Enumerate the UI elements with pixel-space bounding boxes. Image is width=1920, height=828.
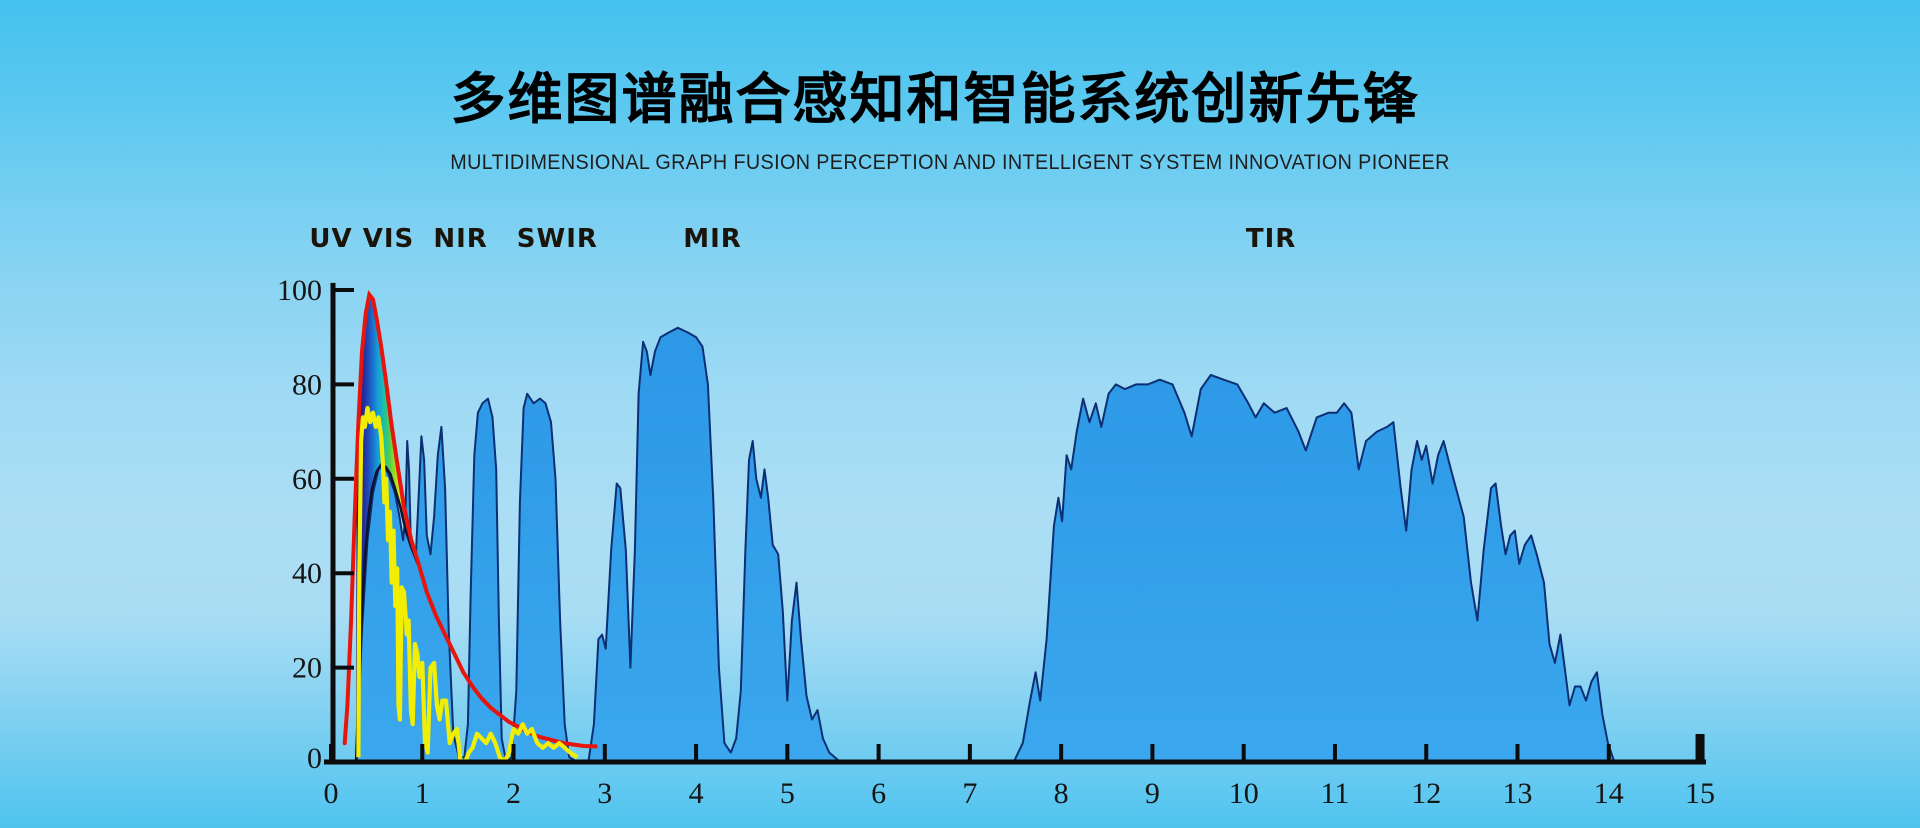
x-tick-label: 7: [962, 777, 977, 810]
band-label-nir: NIR: [433, 224, 488, 254]
series-atmospheric-transmission: [355, 326, 1701, 763]
y-tick-label: 20: [292, 652, 322, 685]
x-tick-label: 0: [324, 777, 339, 810]
y-tick-label: 0: [307, 742, 322, 775]
band-label-swir: SWIR: [516, 224, 598, 254]
y-tick-label: 100: [277, 274, 322, 307]
y-tick-label: 80: [292, 368, 322, 401]
x-tick-label: 9: [1145, 777, 1160, 810]
band-label-vis: VIS: [362, 224, 415, 254]
x-tick-label: 11: [1321, 777, 1350, 810]
series-blackbody-envelope: [342, 290, 598, 749]
band-label-mir: MIR: [683, 224, 742, 254]
x-tick-label: 10: [1229, 777, 1259, 810]
series-surface-irradiance: [356, 405, 579, 765]
y-tick-label: 40: [292, 557, 322, 590]
page-title: 多维图谱融合感知和智能系统创新先锋: [450, 67, 1420, 131]
page-subtitle: MULTIDIMENSIONAL GRAPH FUSION PERCEPTION…: [450, 150, 1450, 174]
x-tick-label: 14: [1594, 777, 1624, 810]
band-label-tir: TIR: [1245, 224, 1297, 254]
y-tick-label: 60: [292, 463, 322, 496]
x-tick-label: 12: [1411, 777, 1441, 810]
x-tick-label: 3: [597, 777, 612, 810]
x-tick-label: 6: [871, 777, 886, 810]
x-tick-label: 5: [780, 777, 795, 810]
x-tick-label: 1: [415, 777, 430, 810]
x-tick-label: 8: [1054, 777, 1069, 810]
x-tick-label: 13: [1503, 777, 1533, 810]
x-tick-label: 2: [506, 777, 521, 810]
x-tick-label: 4: [689, 777, 704, 810]
band-label-uv: UV: [309, 224, 353, 254]
x-tick-label: 15: [1685, 777, 1715, 810]
